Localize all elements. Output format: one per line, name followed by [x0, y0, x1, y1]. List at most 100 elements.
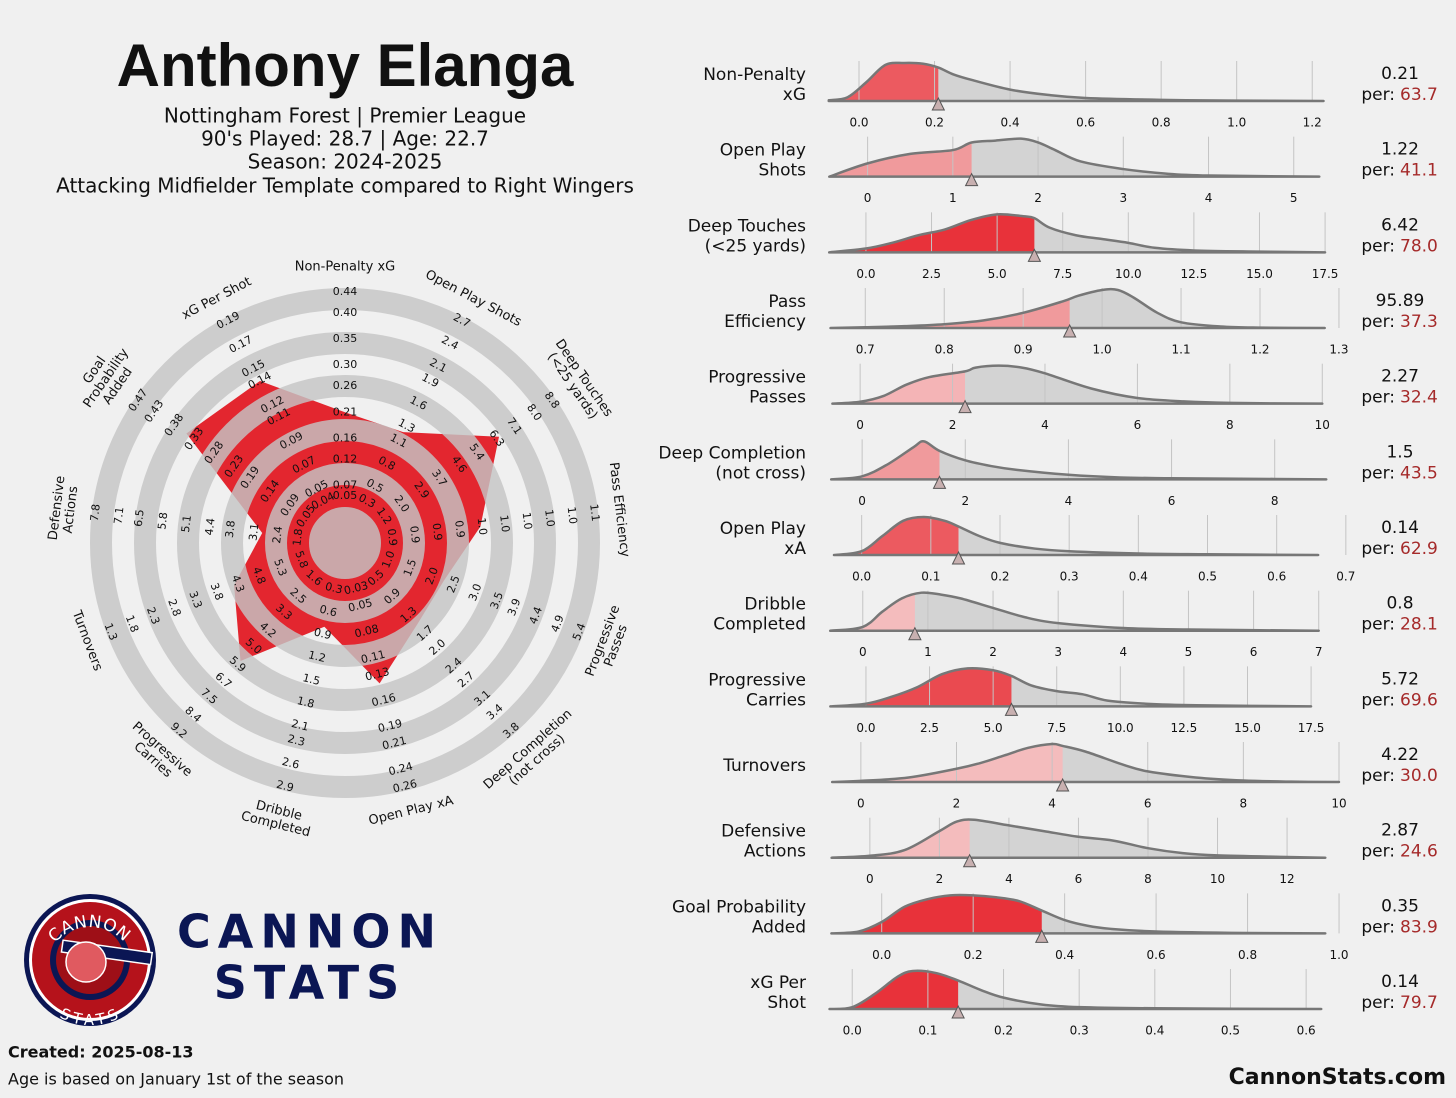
metric-value: 95.89: [1376, 291, 1425, 311]
density-shade: [829, 142, 972, 177]
percentile-value: 63.7: [1400, 85, 1438, 105]
radar-tick-label: 2.6: [281, 755, 301, 772]
percentile-value: 30.0: [1400, 766, 1438, 786]
x-tick-label: 1.0: [1227, 116, 1246, 130]
x-tick-label: 0.6: [1147, 948, 1166, 962]
radar-tick-label: 3.0: [466, 582, 484, 603]
metric-label: Progressive: [708, 368, 806, 388]
player-marker: [932, 475, 947, 489]
x-tick-label: 0.8: [935, 343, 954, 357]
logo: CANNON STATS: [24, 894, 156, 1029]
radar-tick-label: 5.8: [155, 511, 170, 530]
radar-tick-label: 2.9: [275, 778, 295, 795]
x-tick-label: 15.0: [1246, 267, 1273, 281]
radar-tick-label: 0.16: [333, 431, 358, 444]
metric-value: 0.8: [1386, 594, 1413, 614]
x-tick-label: 0.1: [921, 570, 940, 584]
player-marker: [951, 550, 966, 565]
x-tick-label: 0.0: [852, 570, 871, 584]
density-outline: [828, 137, 1321, 178]
density-outline: [830, 742, 1341, 784]
x-tick-label: 0.7: [1336, 570, 1355, 584]
x-tick-label: 0.0: [843, 1024, 862, 1038]
radar-tick-label: 3.3: [186, 589, 204, 610]
percentile-value: 83.9: [1400, 917, 1438, 937]
metric-label: xA: [784, 539, 806, 559]
x-tick-label: 5: [1290, 191, 1298, 205]
player-marker: [1034, 929, 1049, 943]
metric-label: Pass: [768, 292, 806, 312]
x-tick-label: 2.5: [922, 267, 941, 281]
x-tick-label: 6: [1250, 645, 1258, 659]
player-marker: [951, 1004, 965, 1019]
density-shade: [831, 441, 940, 480]
metric-label: Shots: [759, 161, 807, 181]
radar-tick-label: 5.4: [570, 621, 588, 642]
x-tick-label: 0.5: [1198, 570, 1217, 584]
density-shade: [831, 819, 970, 858]
radar-tick-label: 0.9: [313, 625, 333, 642]
metric-label: (not cross): [715, 463, 806, 483]
radar-ring: [221, 419, 469, 667]
percentile-value: 41.1: [1400, 161, 1438, 181]
density-outline: [829, 287, 1326, 330]
x-tick-label: 10.0: [1107, 721, 1134, 735]
radar-tick-label: 0.26: [333, 379, 358, 392]
x-tick-label: 0: [866, 872, 874, 886]
x-tick-label: 12.5: [1171, 721, 1198, 735]
x-tick-label: 0: [859, 645, 867, 659]
metric-value: 0.14: [1381, 972, 1419, 992]
radar-tick-label: 0.9: [430, 522, 445, 541]
x-tick-label: 0.8: [1152, 116, 1171, 130]
percentile-prefix: per:: [1361, 917, 1395, 937]
percentile-prefix: per:: [1361, 993, 1395, 1013]
x-tick-label: 0: [864, 191, 872, 205]
metric-value: 0.14: [1381, 518, 1419, 538]
metric-label: (<25 yards): [705, 236, 806, 256]
radar-tick-label: 1.1: [587, 503, 602, 522]
radar-tick-label: 1.3: [102, 621, 120, 642]
x-tick-label: 0.0: [856, 721, 875, 735]
metric-label: Progressive: [708, 670, 806, 690]
radar-ring: [90, 288, 600, 798]
radar-tick-label: 7.1: [111, 506, 126, 525]
radar-tick-label: 4.8: [250, 565, 268, 586]
density-shade: [829, 970, 959, 1010]
percentile-prefix: per:: [1361, 842, 1395, 862]
percentile-value: 28.1: [1400, 615, 1438, 635]
radar-tick-label: 2.0: [423, 565, 441, 586]
metric-label: Efficiency: [724, 312, 806, 332]
radar-tick-label: 0.35: [333, 332, 358, 345]
x-tick-label: 1.2: [1303, 116, 1322, 130]
radar-tick-label: 0.19: [377, 717, 404, 735]
density-area: [831, 441, 1327, 480]
x-tick-label: 4: [1065, 494, 1073, 508]
x-tick-label: 0.6: [1297, 1024, 1316, 1038]
radar-tick-label: 2.8: [165, 597, 183, 618]
metric-label: Turnovers: [722, 756, 806, 776]
metric-value: 0.35: [1381, 896, 1419, 916]
x-tick-label: 6: [1168, 494, 1176, 508]
x-tick-label: 0.1: [918, 1024, 937, 1038]
density-outline: [830, 818, 1327, 859]
x-tick-label: 0.0: [849, 116, 868, 130]
x-tick-label: 0.4: [1001, 116, 1020, 130]
radar-tick-label: 3.8: [208, 581, 226, 602]
percentile-value: 78.0: [1400, 236, 1438, 256]
x-tick-label: 10: [1315, 418, 1330, 432]
radar-tick-label: 0.08: [353, 622, 380, 640]
percentile-prefix: per:: [1361, 690, 1395, 710]
density-outline: [830, 893, 1327, 935]
x-tick-label: 17.5: [1312, 267, 1339, 281]
density-area: [830, 289, 1325, 329]
radar-tick-label: 6.5: [132, 509, 147, 528]
x-tick-label: 12: [1279, 872, 1294, 886]
radar-tick-label: 4.3: [229, 573, 247, 594]
player-marker: [958, 399, 972, 414]
player-marker: [964, 172, 979, 187]
x-tick-label: 0.7: [856, 343, 875, 357]
radar-tick-label: 0.21: [333, 405, 358, 418]
radar-rings: [90, 288, 600, 798]
metric-label: Deep Completion: [658, 443, 806, 463]
